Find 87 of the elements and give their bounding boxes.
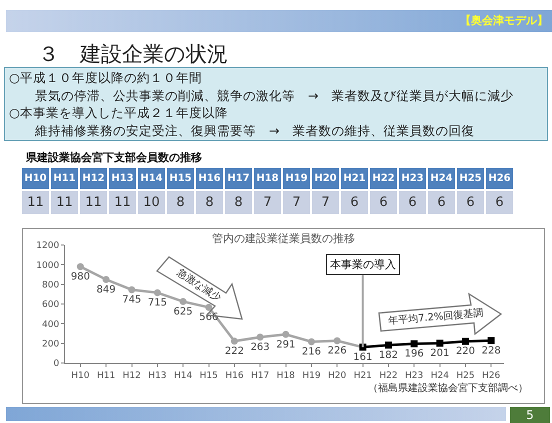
y-tick-label: 800 bbox=[42, 280, 60, 290]
data-label: 7 bbox=[254, 191, 281, 214]
x-tick-label: H24 bbox=[430, 370, 450, 381]
x-tick-label: H11 bbox=[96, 370, 116, 381]
x-tick-label: H23 bbox=[405, 370, 424, 381]
text: 県建設業協会宮下支部会員数の推移 bbox=[26, 150, 202, 165]
data-label: 226 bbox=[328, 346, 347, 357]
data-label: 6 bbox=[399, 191, 426, 214]
data-label: 11 bbox=[51, 191, 78, 214]
x-tick-label: H14 bbox=[174, 370, 192, 381]
x-tick-label: H15 bbox=[200, 370, 218, 381]
y-tick-label: 600 bbox=[42, 300, 60, 310]
data-label: 6 bbox=[428, 191, 455, 214]
x-tick-label: H13 bbox=[148, 370, 167, 381]
data-label: 8 bbox=[196, 191, 223, 214]
category-label: H14 bbox=[138, 168, 165, 189]
data-label: 220 bbox=[456, 346, 476, 358]
data-label: 6 bbox=[370, 191, 397, 214]
category-label: H23 bbox=[399, 168, 426, 189]
category-label: H11 bbox=[51, 168, 78, 189]
data-label: 201 bbox=[430, 348, 450, 360]
data-label: 222 bbox=[224, 346, 244, 358]
category-label: H24 bbox=[428, 168, 455, 189]
data-label: 216 bbox=[302, 346, 322, 358]
data-label: 849 bbox=[96, 284, 116, 296]
x-tick-label: H19 bbox=[302, 370, 321, 381]
category-label: H20 bbox=[312, 168, 339, 189]
x-tick-label: H10 bbox=[71, 370, 90, 381]
data-label: 6 bbox=[341, 191, 368, 214]
data-label: 715 bbox=[148, 298, 167, 309]
x-tick-label: H22 bbox=[379, 370, 398, 381]
text: （福島県建設業協会宮下支部調べ） bbox=[368, 382, 528, 394]
ref-line-label: 本事業の導入 bbox=[330, 258, 396, 271]
category-label: H15 bbox=[167, 168, 194, 189]
y-tick-label: 0 bbox=[53, 359, 60, 370]
category-label: H21 bbox=[341, 168, 368, 189]
y-tick-label: 400 bbox=[42, 320, 60, 330]
category-label: H18 bbox=[254, 168, 281, 189]
x-tick-label: H18 bbox=[276, 370, 296, 381]
data-label: 8 bbox=[167, 191, 194, 214]
category-label: H26 bbox=[486, 168, 513, 189]
data-label: 6 bbox=[486, 191, 513, 214]
x-tick-label: H20 bbox=[328, 370, 347, 381]
data-label: 6 bbox=[457, 191, 484, 214]
annotation: 急激な減少 bbox=[174, 266, 224, 304]
annotation: 年平均7.2%回復基調 bbox=[388, 306, 484, 328]
data-label: 11 bbox=[109, 191, 136, 214]
category-label: H10 bbox=[22, 168, 49, 189]
data-label: 291 bbox=[276, 339, 296, 350]
data-label: 196 bbox=[404, 348, 424, 360]
data-label: 625 bbox=[174, 306, 193, 318]
category-label: H19 bbox=[283, 168, 310, 189]
text: ○本事業を導入した平成２１年度以降 bbox=[9, 104, 229, 122]
x-tick-label: H21 bbox=[354, 370, 372, 381]
data-label: 7 bbox=[312, 191, 339, 214]
x-tick-label: H12 bbox=[122, 370, 141, 381]
data-label: 182 bbox=[378, 350, 398, 361]
data-label: 8 bbox=[225, 191, 252, 214]
category-label: H12 bbox=[80, 168, 107, 189]
data-label: 745 bbox=[122, 294, 142, 306]
x-tick-label: H17 bbox=[250, 370, 270, 381]
x-tick-label: H16 bbox=[225, 370, 244, 381]
category-label: H22 bbox=[370, 168, 397, 189]
data-label: 263 bbox=[250, 342, 270, 354]
category-label: H13 bbox=[109, 168, 136, 189]
x-tick-label: H25 bbox=[456, 370, 475, 381]
category-label: H16 bbox=[196, 168, 223, 189]
y-tick-label: 1200 bbox=[36, 241, 60, 252]
data-label: 980 bbox=[70, 272, 90, 283]
category-label: H25 bbox=[457, 168, 484, 189]
data-label: 228 bbox=[482, 345, 501, 356]
category-label: H17 bbox=[225, 168, 252, 189]
data-label: 11 bbox=[22, 191, 49, 214]
text: ３ 建設企業の状況 bbox=[38, 41, 228, 68]
text: 維持補修業務の安定受注、復興需要等 → 業者数の維持、従業員数の回復 bbox=[34, 122, 476, 139]
y-tick-label: 200 bbox=[42, 339, 60, 350]
text: 【奥会津モデル】 bbox=[460, 13, 548, 28]
y-tick-label: 1000 bbox=[36, 260, 60, 271]
x-tick-label: H26 bbox=[482, 370, 501, 381]
data-label: 10 bbox=[138, 191, 165, 214]
text: 5 bbox=[510, 407, 550, 423]
data-label: 161 bbox=[353, 352, 372, 364]
text: 景気の停滞、公共事業の削減、競争の激化等 → 業者数及び従業員が大幅に減少 bbox=[34, 86, 514, 104]
data-label: 7 bbox=[283, 191, 310, 214]
data-label: 11 bbox=[80, 191, 107, 214]
chart-title: 管内の建設業従業員数の推移 bbox=[212, 232, 355, 245]
text: ○平成１０年度以降の約１０年間 bbox=[9, 69, 203, 86]
